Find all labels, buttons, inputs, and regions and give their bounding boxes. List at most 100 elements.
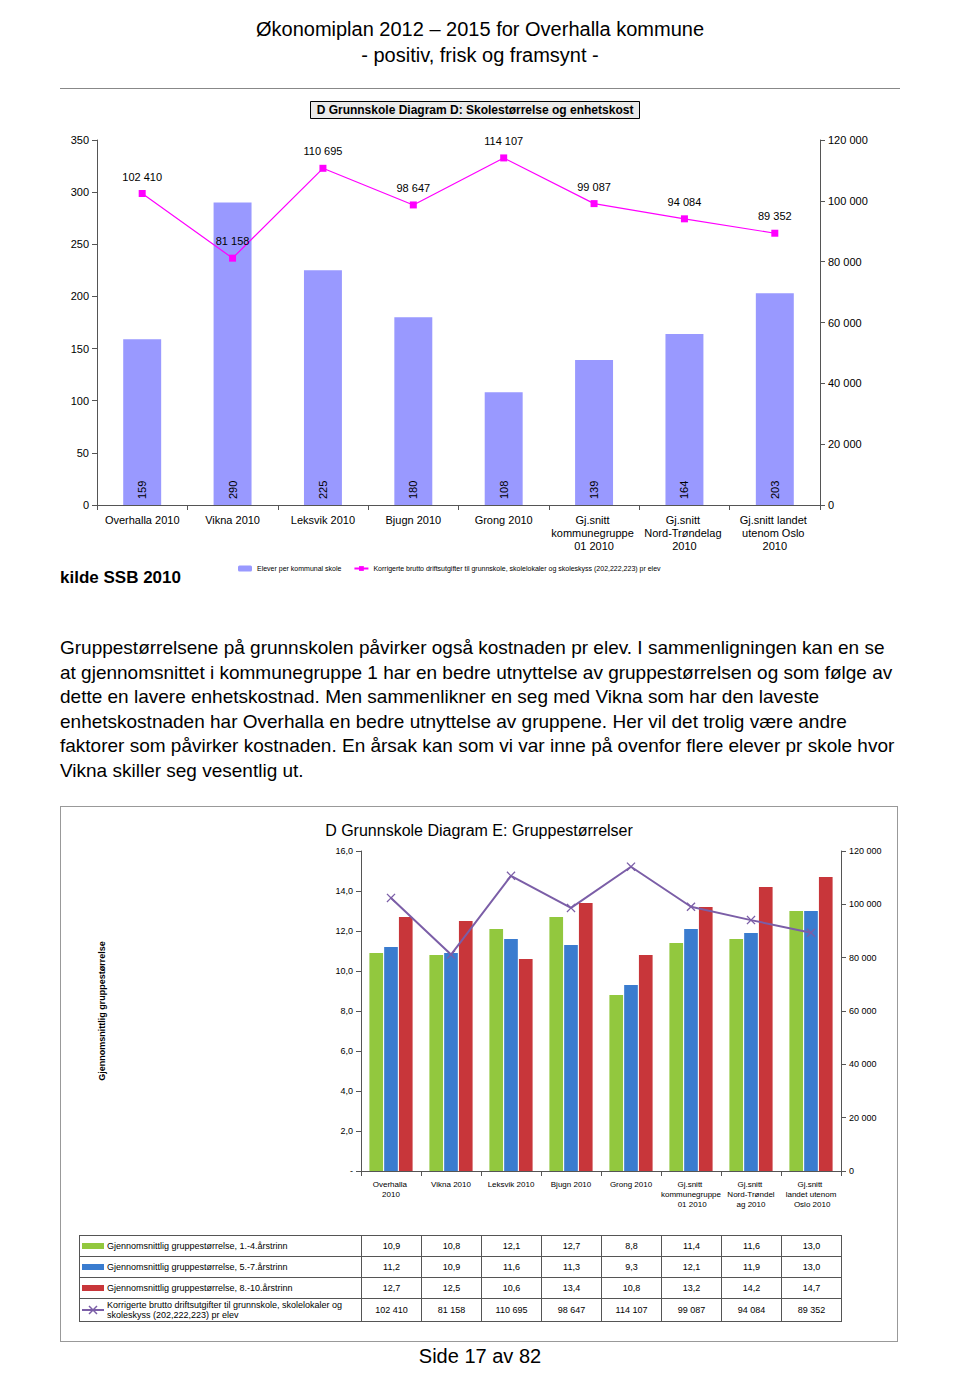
- svg-text:Gj.snitt: Gj.snitt: [737, 1180, 764, 1189]
- svg-text:2010: 2010: [382, 1190, 400, 1199]
- svg-text:Gjennomsnittlig gruppestørrels: Gjennomsnittlig gruppestørrelse: [97, 941, 107, 1081]
- svg-text:Overhalla: Overhalla: [373, 1180, 409, 1189]
- html-text:Økonomiplan 2012 – 2015 for Ov: Økonomiplan 2012 – 2015 for Overhalla ko…: [256, 18, 704, 40]
- svg-text:16,0: 16,0: [335, 846, 353, 856]
- svg-text:139: 139: [588, 481, 600, 499]
- svg-text:300: 300: [71, 186, 89, 198]
- svg-text:Vikna 2010: Vikna 2010: [205, 514, 260, 526]
- svg-text:98 647: 98 647: [396, 182, 430, 194]
- svg-text:Gj.snitt: Gj.snitt: [575, 514, 612, 526]
- svg-text:2010: 2010: [763, 540, 787, 552]
- svg-text:110 695: 110 695: [303, 145, 342, 157]
- svg-text:12,0: 12,0: [335, 926, 353, 936]
- svg-text:4,0: 4,0: [340, 1086, 353, 1096]
- svg-text:Oslo 2010: Oslo 2010: [792, 1200, 831, 1209]
- svg-text:Leksvik 2010: Leksvik 2010: [291, 514, 355, 526]
- svg-text:225: 225: [317, 481, 329, 499]
- svg-text:99 087: 99 087: [577, 181, 611, 193]
- svg-text:102 410: 102 410: [122, 171, 162, 183]
- svg-text:utenom Oslo: utenom Oslo: [742, 527, 807, 539]
- svg-text:14,0: 14,0: [335, 886, 353, 896]
- svg-text:D Grunnskole Diagram E: Gruppe: D Grunnskole Diagram E: Gruppestørrelser: [325, 822, 633, 839]
- svg-text:landet utenom: landet utenom: [786, 1190, 837, 1199]
- html-text:8,8: 8,8: [625, 1241, 638, 1251]
- svg-text:01 2010: 01 2010: [675, 1200, 707, 1209]
- svg-text:Gj.snitt: Gj.snitt: [666, 514, 703, 526]
- html-text:12,1: 12,1: [502, 1241, 521, 1251]
- html-text:12,7: 12,7: [562, 1241, 581, 1251]
- html-text:Gruppestørrelsene på grunnskol: Gruppestørrelsene på grunnskolen påvirke…: [60, 637, 895, 781]
- svg-text:Grong 2010: Grong 2010: [610, 1180, 653, 1189]
- svg-text:20 000: 20 000: [828, 438, 862, 450]
- svg-text:01 2010: 01 2010: [574, 540, 614, 552]
- svg-text:8,0: 8,0: [340, 1006, 353, 1016]
- svg-text:164: 164: [678, 481, 690, 499]
- svg-text:94 084: 94 084: [668, 196, 702, 208]
- svg-text:100 000: 100 000: [849, 899, 882, 909]
- svg-text:2,0: 2,0: [340, 1126, 353, 1136]
- svg-text:Gj.snitt: Gj.snitt: [797, 1180, 824, 1189]
- svg-text:290: 290: [227, 481, 239, 499]
- svg-text:40 000: 40 000: [849, 1059, 877, 1069]
- html-text:11,6: 11,6: [743, 1241, 760, 1251]
- svg-text:108: 108: [498, 481, 510, 499]
- html-text:kilde SSB 2010: kilde SSB 2010: [60, 568, 181, 587]
- svg-text:10,0: 10,0: [335, 966, 353, 976]
- html-text:10,8: 10,8: [442, 1241, 461, 1251]
- html-text:Side 17 av 82: Side 17 av 82: [418, 1345, 542, 1367]
- svg-text:60 000: 60 000: [828, 317, 862, 329]
- svg-text:114 107: 114 107: [484, 135, 523, 147]
- svg-text:20 000: 20 000: [849, 1113, 877, 1123]
- html-text:11,4: 11,4: [683, 1241, 700, 1251]
- svg-text:Gj.snitt: Gj.snitt: [677, 1180, 704, 1189]
- html-text:10,9: 10,9: [442, 1262, 461, 1272]
- html-text:Gjennomsnittlig gruppestørrels: Gjennomsnittlig gruppestørrelse, 1.-4.år…: [107, 1241, 288, 1252]
- svg-text:100 000: 100 000: [828, 195, 868, 207]
- html-text:11,2: 11,2: [383, 1262, 400, 1272]
- svg-text:150: 150: [71, 343, 89, 355]
- svg-text:120 000: 120 000: [849, 846, 882, 856]
- svg-text:0: 0: [83, 499, 89, 511]
- svg-text:Grong 2010: Grong 2010: [475, 514, 533, 526]
- svg-text:Bjugn 2010: Bjugn 2010: [551, 1180, 592, 1189]
- svg-text:159: 159: [136, 481, 148, 499]
- svg-text:-: -: [350, 1166, 353, 1176]
- svg-text:Vikna 2010: Vikna 2010: [431, 1180, 471, 1189]
- svg-text:120 000: 120 000: [828, 134, 868, 146]
- svg-text:kommunegruppe: kommunegruppe: [551, 527, 637, 539]
- html-text:- positiv, frisk og framsynt -: - positiv, frisk og framsynt -: [361, 44, 599, 66]
- svg-text:Gj.snitt landet: Gj.snitt landet: [740, 514, 810, 526]
- svg-text:60 000: 60 000: [849, 1006, 877, 1016]
- html-text:Korrigerte brutto driftsutgift: Korrigerte brutto driftsutgifter til gru…: [107, 1300, 343, 1320]
- svg-text:Overhalla 2010: Overhalla 2010: [105, 514, 180, 526]
- svg-text:180: 180: [407, 481, 419, 499]
- svg-text:kommunegruppe: kommunegruppe: [661, 1190, 722, 1199]
- html-text:10,9: 10,9: [382, 1241, 401, 1251]
- svg-text:50: 50: [77, 447, 89, 459]
- svg-text:0: 0: [828, 499, 834, 511]
- html-text:Gjennomsnittlig gruppestørrels: Gjennomsnittlig gruppestørrelse, 5.-7.år…: [107, 1262, 288, 1273]
- svg-text:250: 250: [71, 238, 89, 250]
- svg-text:200: 200: [71, 290, 89, 302]
- svg-text:100: 100: [71, 395, 89, 407]
- html-text:13,0: 13,0: [802, 1241, 821, 1251]
- svg-text:40 000: 40 000: [828, 377, 862, 389]
- html-text:Gjennomsnittlig gruppestørrels: Gjennomsnittlig gruppestørrelse, 8.-10.å…: [107, 1283, 293, 1294]
- svg-text:Korrigerte brutto driftsutgift: Korrigerte brutto driftsutgifter til gru…: [373, 565, 661, 573]
- svg-text:6,0: 6,0: [340, 1046, 353, 1056]
- svg-text:Bjugn 2010: Bjugn 2010: [385, 514, 441, 526]
- svg-text:0: 0: [849, 1166, 854, 1176]
- svg-text:203: 203: [769, 481, 781, 499]
- svg-text:80 000: 80 000: [828, 256, 862, 268]
- svg-text:Leksvik 2010: Leksvik 2010: [488, 1180, 535, 1189]
- svg-text:Elever per kommunal skole: Elever per kommunal skole: [257, 565, 342, 573]
- svg-text:81 158: 81 158: [216, 235, 250, 247]
- svg-text:ag 2010: ag 2010: [737, 1200, 766, 1209]
- svg-text:350: 350: [71, 134, 89, 146]
- svg-text:Nord-Trøndel: Nord-Trøndel: [727, 1190, 774, 1199]
- svg-text:89 352: 89 352: [758, 210, 792, 222]
- svg-text:80 000: 80 000: [849, 953, 877, 963]
- svg-text:D Grunnskole Diagram D: Skoles: D Grunnskole Diagram D: Skolestørrelse o…: [317, 103, 634, 117]
- svg-text:Nord-Trøndelag: Nord-Trøndelag: [644, 527, 724, 539]
- svg-text:2010: 2010: [672, 540, 696, 552]
